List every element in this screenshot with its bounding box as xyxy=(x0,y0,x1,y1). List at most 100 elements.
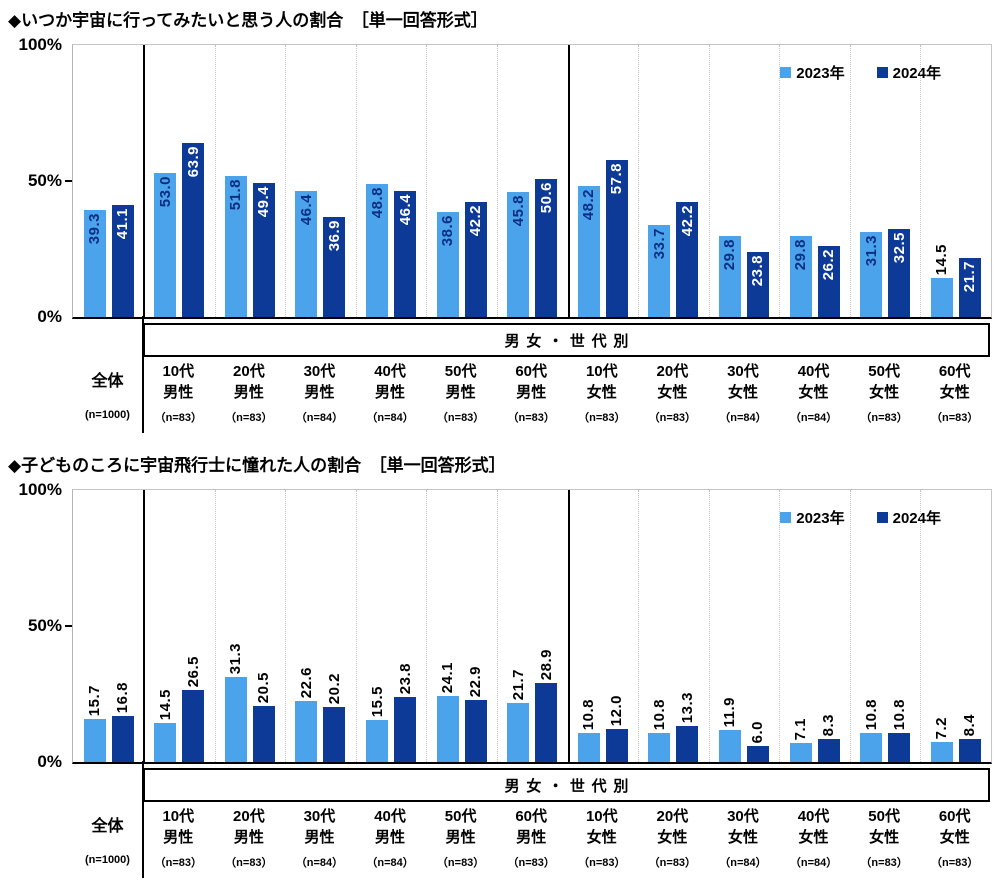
bar-2024年-60代女性: 21.7 xyxy=(958,258,981,317)
value-label: 36.9 xyxy=(325,220,343,252)
bar-2023年-50代女性: 31.3 xyxy=(860,232,883,317)
category-label-30代女性: 30代 女性 xyxy=(727,808,759,846)
bar-2023年-20代男性: 51.8 xyxy=(224,176,247,317)
bar-2024年-30代女性 xyxy=(746,746,769,762)
total-separator-line xyxy=(143,45,145,317)
value-label: 23.8 xyxy=(396,662,414,694)
category-label-60代男性: 60代 男性 xyxy=(515,808,548,846)
group-box-label: 男女・世代別 xyxy=(504,777,636,795)
value-label: 21.7 xyxy=(509,668,527,700)
legend-item-2024: 2024年 xyxy=(876,507,941,528)
bar-2023年-40代男性 xyxy=(366,720,389,762)
bar-2023年-50代女性 xyxy=(860,733,883,762)
bar-2024年-10代男性: 63.9 xyxy=(182,143,205,317)
value-label-wrap: 57.8 xyxy=(606,163,628,194)
value-label-wrap: 26.2 xyxy=(818,249,840,280)
sample-size-label: （n=83） xyxy=(860,857,908,869)
value-label: 42.2 xyxy=(678,205,696,237)
value-label: 46.4 xyxy=(297,194,315,226)
category-label-40代女性: 40代 女性 xyxy=(797,363,830,401)
group-gridline xyxy=(426,45,428,317)
category-label-40代男性: 40代 男性 xyxy=(374,363,406,401)
value-label-wrap: 14.5 xyxy=(152,689,178,720)
group-gridline xyxy=(496,490,498,762)
legend-swatch-2023-icon xyxy=(780,67,792,78)
value-label-wrap: 24.1 xyxy=(435,662,461,693)
value-label: 31.3 xyxy=(227,642,245,674)
sample-size-label: (n=1000) xyxy=(85,854,130,866)
sample-size-label: （n=83） xyxy=(507,412,555,424)
value-label: 26.2 xyxy=(820,249,838,281)
bar-2024年-50代女性 xyxy=(888,733,911,762)
legend-label-2023: 2023年 xyxy=(796,65,845,82)
bar-2023年-10代女性: 48.2 xyxy=(577,186,600,317)
sample-size-label: （n=84） xyxy=(366,857,414,869)
value-label-wrap: 26.5 xyxy=(180,656,206,687)
bar-2023年-10代男性: 53.0 xyxy=(154,173,177,317)
value-label: 45.8 xyxy=(509,195,527,227)
sample-size-label: （n=83） xyxy=(578,857,626,869)
value-label: 23.8 xyxy=(749,255,767,287)
sample-size-label: （n=83） xyxy=(225,857,273,869)
category-label-60代男性: 60代 男性 xyxy=(515,363,548,401)
value-label-wrap: 10.8 xyxy=(646,699,672,730)
value-label-wrap: 29.8 xyxy=(719,239,741,270)
group-gridline xyxy=(779,490,781,762)
sample-size-label: （n=84） xyxy=(295,857,344,869)
legend: 2023年 2024年 xyxy=(780,507,941,528)
bar-2023年-10代女性 xyxy=(577,733,600,762)
group-gridline xyxy=(214,45,216,317)
value-label: 14.5 xyxy=(156,688,174,720)
value-label: 28.9 xyxy=(537,648,555,680)
bar-2023年-50代男性 xyxy=(436,696,459,762)
total-separator-line xyxy=(142,761,144,878)
value-label-wrap: 29.8 xyxy=(790,239,812,270)
value-label-wrap: 41.1 xyxy=(112,208,134,239)
value-label: 53.0 xyxy=(156,176,174,208)
value-label: 10.8 xyxy=(580,698,598,730)
value-label: 8.4 xyxy=(961,713,979,736)
bar-2023年-50代男性: 38.6 xyxy=(436,212,459,317)
bar-2023年-20代女性 xyxy=(648,733,671,762)
group-gridline xyxy=(355,45,357,317)
sample-size-label: （n=83） xyxy=(436,857,485,869)
value-label: 20.5 xyxy=(255,671,273,703)
bar-2024年-30代女性: 23.8 xyxy=(746,252,769,317)
plot-area: 2023年 2024年 15.7 16.8 14.5 26.5 31.3 20.5 22.6… xyxy=(72,489,992,764)
category-label-20代男性: 20代 男性 xyxy=(233,363,265,401)
group-box-gender-generation: 男女・世代別 xyxy=(143,323,990,357)
value-label-wrap: 6.0 xyxy=(745,721,771,743)
value-label-wrap: 31.3 xyxy=(860,235,882,266)
value-label: 20.2 xyxy=(325,672,343,704)
value-label-wrap: 28.9 xyxy=(533,649,559,680)
value-label-wrap: 7.1 xyxy=(788,718,814,740)
category-label-40代女性: 40代 女性 xyxy=(797,808,830,846)
value-label: 29.8 xyxy=(721,239,739,271)
y-axis-tick-50: 50% xyxy=(27,616,62,635)
value-label: 11.9 xyxy=(721,696,739,727)
value-label-wrap: 20.2 xyxy=(321,673,347,704)
value-label: 16.8 xyxy=(114,681,131,713)
bar-2023年-30代男性 xyxy=(295,701,318,762)
category-label-30代男性: 30代 男性 xyxy=(303,363,336,401)
value-label: 38.6 xyxy=(439,215,457,247)
sample-size-label: （n=84） xyxy=(789,412,838,424)
bar-2024年-全体 xyxy=(111,716,134,762)
value-label-wrap: 8.4 xyxy=(957,714,983,736)
category-label-30代女性: 30代 女性 xyxy=(727,363,759,401)
value-label-wrap: 50.6 xyxy=(535,182,557,213)
value-label-wrap: 10.8 xyxy=(886,699,912,730)
legend-item-2023: 2023年 xyxy=(780,507,845,528)
sample-size-label: （n=83） xyxy=(860,412,908,424)
value-label: 15.7 xyxy=(86,684,103,716)
bar-2024年-40代女性: 26.2 xyxy=(817,246,840,317)
group-gridline xyxy=(920,490,922,762)
value-label: 15.5 xyxy=(368,685,386,717)
y-axis-tick-mark xyxy=(65,625,72,627)
bar-2024年-40代女性 xyxy=(817,739,840,762)
value-label: 10.8 xyxy=(890,698,908,730)
category-label-30代男性: 30代 男性 xyxy=(303,808,336,846)
value-label: 21.7 xyxy=(961,261,979,293)
value-label-wrap: 16.8 xyxy=(110,682,136,713)
bar-2023年-30代女性 xyxy=(718,730,741,762)
